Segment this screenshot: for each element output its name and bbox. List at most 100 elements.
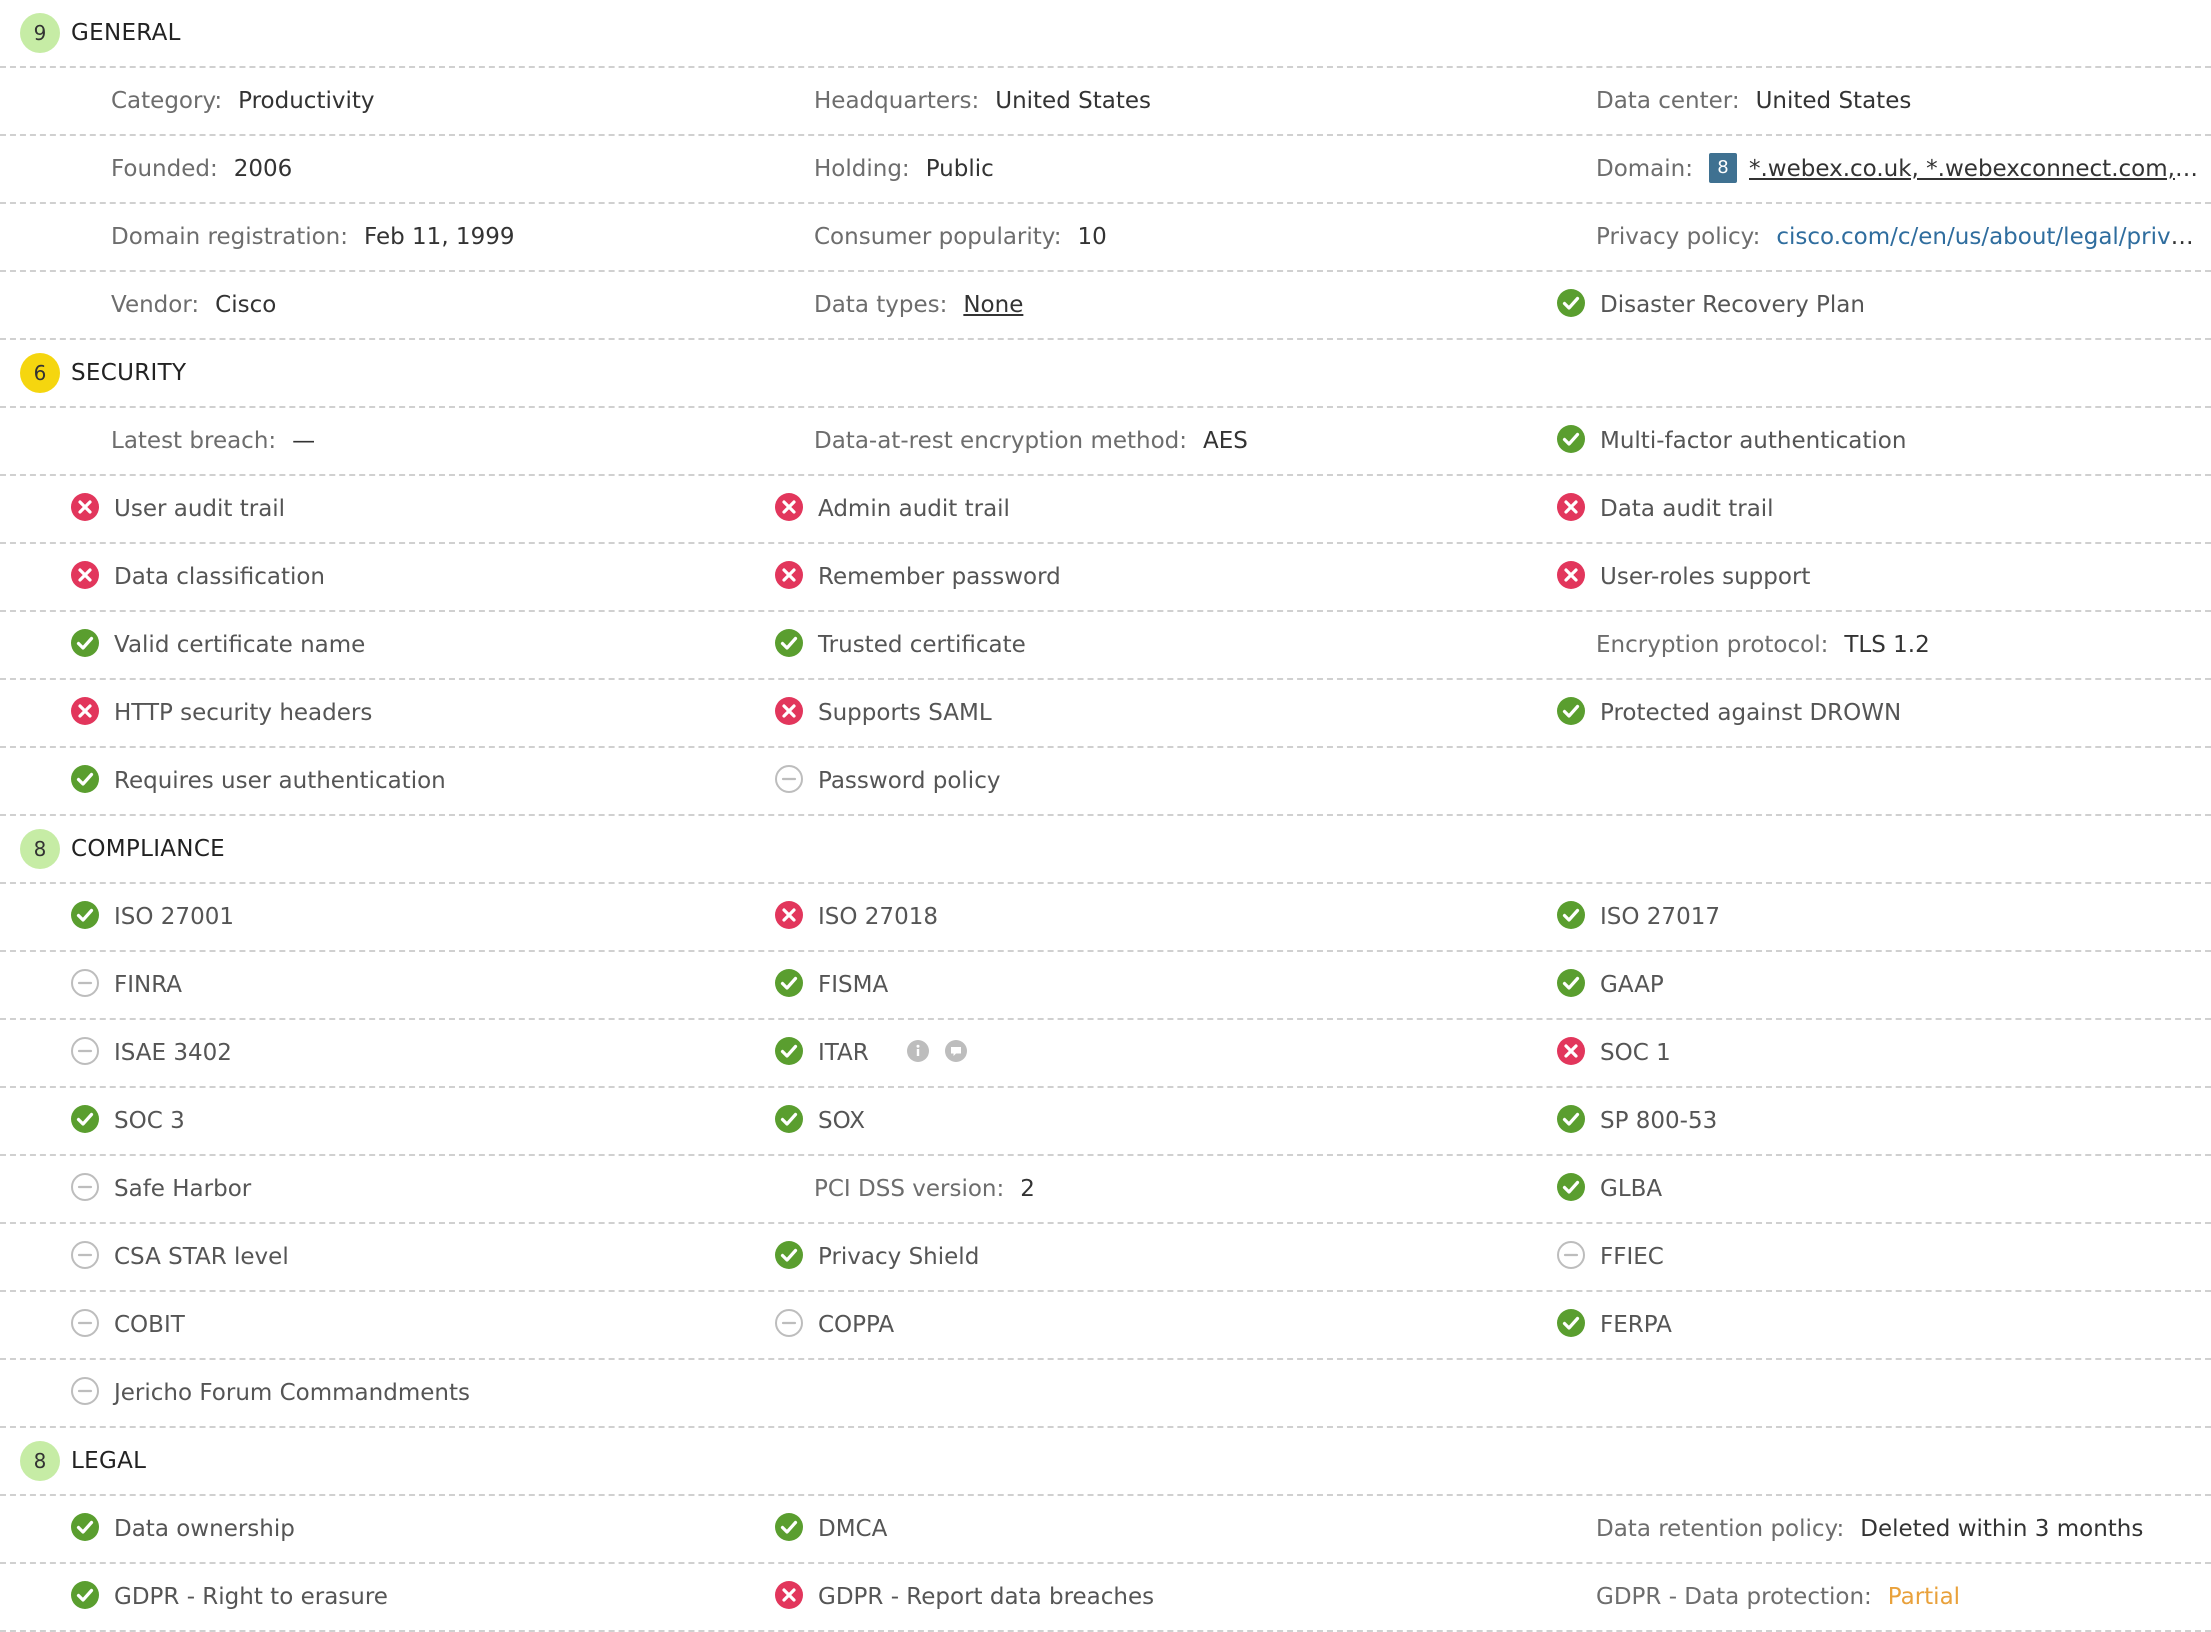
section-title: COMPLIANCE [71, 836, 226, 862]
field-label: Data-at-rest encryption method: [814, 428, 1188, 454]
field-label: Domain registration: [111, 224, 349, 250]
item-label: SP 800-53 [1600, 1108, 1718, 1134]
check-icon [1556, 900, 1586, 930]
check-icon [1556, 968, 1586, 998]
section-header-security[interactable]: 6 SECURITY [0, 340, 2211, 408]
domain-field: Domain: 8 *.webex.co.uk, *.webexconnect.co… [1596, 136, 2201, 202]
item-label: GDPR - Right to erasure [114, 1584, 388, 1610]
domain-count-badge[interactable]: 8 [1709, 152, 1737, 183]
item-label: Trusted certificate [818, 632, 1026, 658]
check-icon [70, 1512, 100, 1542]
iso27001-item: ISO 27001 [70, 884, 710, 950]
item-label: Valid certificate name [114, 632, 366, 658]
category-field: Category: Productivity [111, 68, 751, 134]
info-row: SOC 3 SOX SP 800-53 [0, 1088, 2211, 1156]
section-header-legal[interactable]: 8 LEGAL [0, 1428, 2211, 1496]
item-label: ISO 27001 [114, 904, 234, 930]
check-icon [774, 628, 804, 658]
info-row: Latest breach: — Data-at-rest encryption … [0, 408, 2211, 476]
user-roles-item: User-roles support [1556, 544, 2161, 610]
saml-item: Supports SAML [774, 680, 1494, 746]
score-badge: 8 [20, 1441, 60, 1481]
cross-icon [774, 492, 804, 522]
info-row: Domain registration: Feb 11, 1999 Consume… [0, 204, 2211, 272]
privacy-policy-link[interactable]: cisco.com/c/en/us/about/legal/privacy.ht… [1776, 224, 2201, 250]
privacy-policy-field: Privacy policy: cisco.com/c/en/us/about/l… [1596, 204, 2201, 270]
item-label: HTTP security headers [114, 700, 373, 726]
item-label: ITAR [818, 1040, 869, 1066]
info-row: User audit trail Admin audit trail Data … [0, 476, 2211, 544]
item-label: CSA STAR level [114, 1244, 289, 1270]
sox-item: SOX [774, 1088, 1494, 1154]
vendor-field: Vendor: Cisco [111, 272, 751, 338]
score-badge: 8 [20, 829, 60, 869]
info-row: Founded: 2006 Holding: Public Domain: 8 *.we… [0, 136, 2211, 204]
drown-item: Protected against DROWN [1556, 680, 2161, 746]
field-label: Privacy policy: [1596, 224, 1761, 250]
valid-cert-item: Valid certificate name [70, 612, 710, 678]
item-label: Disaster Recovery Plan [1600, 292, 1865, 318]
cross-icon [1556, 1036, 1586, 1066]
not-applicable-icon [70, 1308, 100, 1338]
info-row: Jericho Forum Commandments [0, 1360, 2211, 1428]
glba-item: GLBA [1556, 1156, 2161, 1222]
cross-icon [70, 696, 100, 726]
item-label: User-roles support [1600, 564, 1811, 590]
item-label: DMCA [818, 1516, 888, 1542]
cross-icon [70, 492, 100, 522]
section-header-compliance[interactable]: 8 COMPLIANCE [0, 816, 2211, 884]
field-value: AES [1203, 428, 1248, 454]
check-icon [774, 1512, 804, 1542]
field-label: Category: [111, 88, 223, 114]
info-row: Safe Harbor PCI DSS version: 2 GLBA [0, 1156, 2211, 1224]
info-row: Vendor: Cisco Data types: None Disaster Re… [0, 272, 2211, 340]
coppa-item: COPPA [774, 1292, 1494, 1358]
mfa-item: Multi-factor authentication [1556, 408, 2161, 474]
comment-icon[interactable] [944, 1039, 967, 1062]
gdpr-erasure-item: GDPR - Right to erasure [70, 1564, 710, 1630]
itar-item: ITAR [774, 1020, 1494, 1086]
check-icon [774, 968, 804, 998]
privacy-shield-item: Privacy Shield [774, 1224, 1494, 1290]
ffiec-item: FFIEC [1556, 1224, 2161, 1290]
holding-field: Holding: Public [814, 136, 1534, 202]
cross-icon [774, 696, 804, 726]
item-label: GAAP [1600, 972, 1664, 998]
soc1-item: SOC 1 [1556, 1020, 2161, 1086]
dmca-item: DMCA [774, 1496, 1494, 1562]
domain-link[interactable]: *.webex.co.uk, *.webexconnect.com, *.web… [1749, 156, 2201, 182]
field-value: — [292, 428, 316, 454]
not-applicable-icon [774, 1308, 804, 1338]
field-value: Feb 11, 1999 [364, 224, 515, 250]
field-value: United States [1755, 88, 1912, 114]
item-label: SOC 1 [1600, 1040, 1671, 1066]
check-icon [1556, 424, 1586, 454]
not-applicable-icon [70, 1376, 100, 1406]
info-row: ISO 27001 ISO 27018 ISO 27017 [0, 884, 2211, 952]
field-value: 2 [1020, 1176, 1035, 1202]
item-label: User audit trail [114, 496, 286, 522]
info-icon[interactable] [906, 1039, 929, 1062]
data-classification-item: Data classification [70, 544, 710, 610]
section-header-general[interactable]: 9 GENERAL [0, 0, 2211, 68]
check-icon [774, 1036, 804, 1066]
info-row: ISAE 3402 ITAR SOC 1 [0, 1020, 2211, 1088]
user-audit-item: User audit trail [70, 476, 710, 542]
cross-icon [774, 1580, 804, 1610]
data-types-link[interactable]: None [963, 292, 1024, 318]
field-label: Headquarters: [814, 88, 980, 114]
check-icon [70, 764, 100, 794]
info-row: CSA STAR level Privacy Shield FFIEC [0, 1224, 2211, 1292]
requires-auth-item: Requires user authentication [70, 748, 710, 814]
headquarters-field: Headquarters: United States [814, 68, 1534, 134]
field-label: Domain: [1596, 156, 1693, 182]
founded-field: Founded: 2006 [111, 136, 751, 202]
info-row: Requires user authentication Password po… [0, 748, 2211, 816]
cross-icon [774, 900, 804, 930]
not-applicable-icon [774, 764, 804, 794]
check-icon [1556, 1308, 1586, 1338]
item-label: SOX [818, 1108, 865, 1134]
field-label: Consumer popularity: [814, 224, 1062, 250]
item-label: ISO 27017 [1600, 904, 1720, 930]
